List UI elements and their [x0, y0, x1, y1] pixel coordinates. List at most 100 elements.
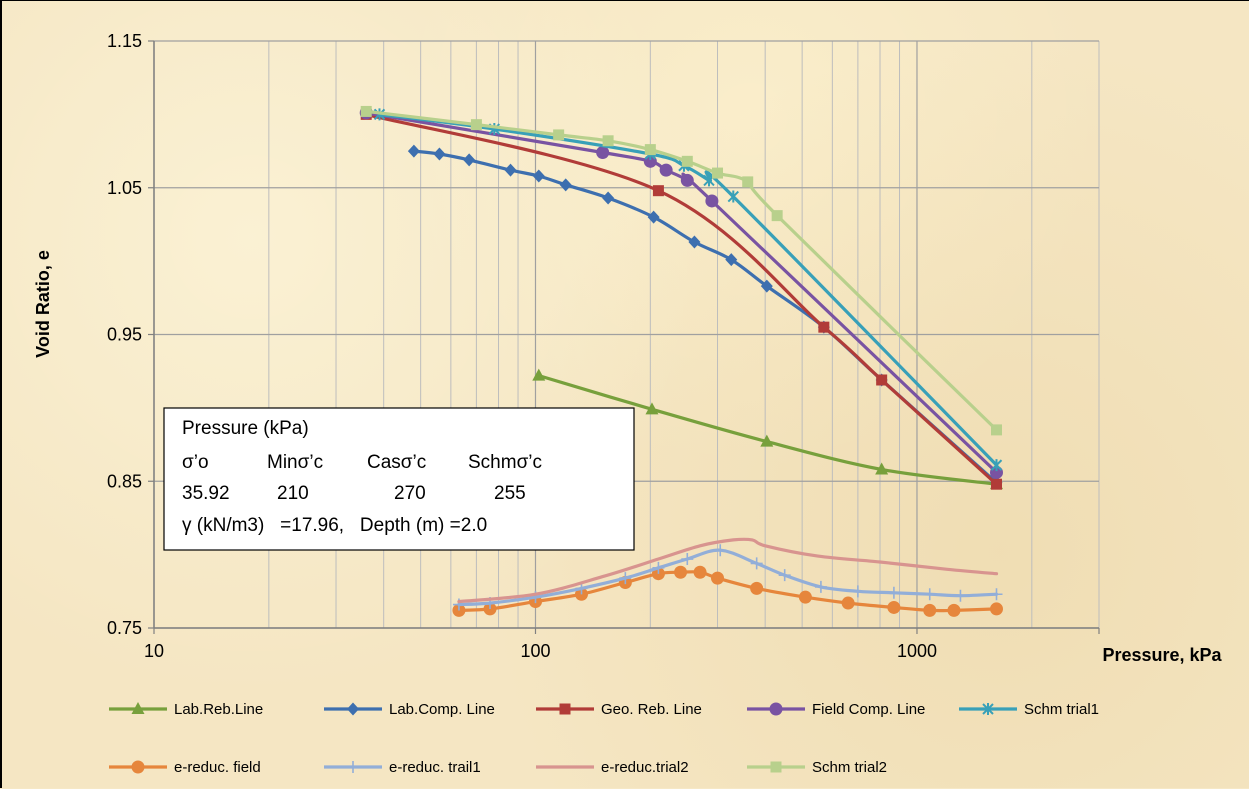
legend-swatch-marker — [347, 761, 359, 773]
data-point — [876, 374, 888, 386]
data-point — [680, 173, 694, 187]
legend-item: e-reduc. field — [109, 759, 261, 776]
data-point — [887, 600, 901, 614]
data-point — [433, 147, 446, 161]
data-point — [750, 557, 763, 570]
legend-item: e-reduc.trial2 — [536, 759, 689, 776]
legend-label: Lab.Reb.Line — [174, 701, 263, 718]
legend: Lab.Reb.Line Lab.Comp. Line Geo. Reb. Line… — [109, 701, 1099, 776]
data-point — [725, 253, 738, 267]
data-point — [954, 589, 967, 602]
data-point — [705, 194, 719, 208]
data-point — [602, 135, 614, 147]
legend-swatch-marker — [769, 702, 783, 716]
legend-item: Schm trial2 — [747, 759, 887, 776]
legend-swatch-marker — [770, 761, 782, 773]
legend-swatch-marker — [982, 703, 994, 715]
legend-label: Schm trial1 — [1024, 701, 1099, 718]
annotation-line4: γ (kN/m3) =17.96, Depth (m) =2.0 — [182, 515, 487, 536]
data-point — [760, 279, 773, 293]
annotation-value-2: 210 — [277, 483, 309, 504]
data-point — [360, 105, 372, 117]
data-point — [760, 434, 774, 447]
series-0 — [532, 368, 1004, 490]
x-axis-title: Pressure, kPa — [1102, 645, 1222, 665]
annotation-value-4: 255 — [494, 483, 526, 504]
data-point — [645, 402, 659, 415]
legend-swatch-marker — [347, 702, 359, 716]
series-line — [364, 112, 999, 486]
series-line — [364, 111, 999, 474]
annotation-line1: Pressure (kPa) — [182, 418, 309, 439]
legend-item: Lab.Reb.Line — [109, 701, 263, 718]
legend-label: e-reduc. trail1 — [389, 759, 481, 776]
series-8 — [360, 105, 1003, 436]
data-point — [798, 590, 812, 604]
series-7 — [457, 537, 999, 604]
y-tick-label: 0.85 — [107, 471, 142, 491]
legend-label: Geo. Reb. Line — [601, 701, 702, 718]
data-point — [750, 581, 764, 595]
data-point — [923, 603, 937, 617]
data-point — [681, 553, 694, 566]
axes — [148, 40, 1100, 634]
data-point — [647, 210, 660, 224]
legend-label: e-reduc.trial2 — [601, 759, 689, 776]
y-tick-label: 0.75 — [107, 618, 142, 638]
annotation-header-4: Schmσ’c — [468, 452, 542, 473]
data-point — [407, 144, 420, 158]
data-point — [727, 190, 740, 203]
legend-item: Field Comp. Line — [747, 701, 925, 718]
legend-item: Geo. Reb. Line — [536, 701, 702, 718]
data-point — [990, 602, 1004, 616]
legend-label: Lab.Comp. Line — [389, 701, 495, 718]
data-point — [652, 561, 665, 574]
data-point — [532, 169, 545, 183]
series-line — [457, 537, 999, 604]
legend-label: Field Comp. Line — [812, 701, 925, 718]
data-point — [778, 569, 791, 582]
series-line — [457, 548, 999, 607]
data-point — [659, 163, 673, 177]
data-point — [463, 153, 476, 167]
x-tick-label: 10 — [144, 641, 164, 661]
data-point — [714, 544, 727, 557]
data-point — [887, 586, 900, 599]
annotation-header-2: Minσ’c — [267, 452, 323, 473]
annotation-header-1: σ’o — [182, 452, 209, 473]
data-point — [947, 603, 961, 617]
data-point — [841, 596, 855, 610]
legend-label: e-reduc. field — [174, 759, 261, 776]
annotation-header-3: Casσ’c — [367, 452, 426, 473]
series-line — [457, 570, 999, 613]
data-point — [875, 462, 889, 475]
data-point — [532, 368, 546, 381]
data-point — [991, 478, 1003, 490]
legend-item: Lab.Comp. Line — [324, 701, 495, 718]
data-point — [559, 178, 572, 192]
series-layer — [359, 105, 1004, 617]
data-point — [693, 565, 707, 579]
y-tick-label: 1.05 — [107, 178, 142, 198]
x-tick-label: 100 — [520, 641, 550, 661]
data-point — [553, 129, 565, 141]
data-point — [470, 119, 482, 131]
y-axis-title: Void Ratio, e — [33, 250, 53, 358]
y-tick-label: 0.95 — [107, 325, 142, 345]
legend-item: e-reduc. trail1 — [324, 759, 481, 776]
legend-swatch-marker — [131, 760, 145, 774]
data-point — [742, 176, 754, 188]
data-point — [712, 167, 724, 179]
data-point — [619, 572, 632, 585]
data-point — [814, 580, 827, 593]
legend-swatch-marker — [131, 702, 145, 714]
data-point — [991, 424, 1003, 436]
annotation-value-3: 270 — [394, 483, 426, 504]
data-point — [688, 235, 701, 249]
legend-swatch-marker — [559, 703, 571, 715]
data-point — [674, 565, 688, 579]
data-point — [681, 155, 693, 167]
legend-label: Schm trial2 — [812, 759, 887, 776]
